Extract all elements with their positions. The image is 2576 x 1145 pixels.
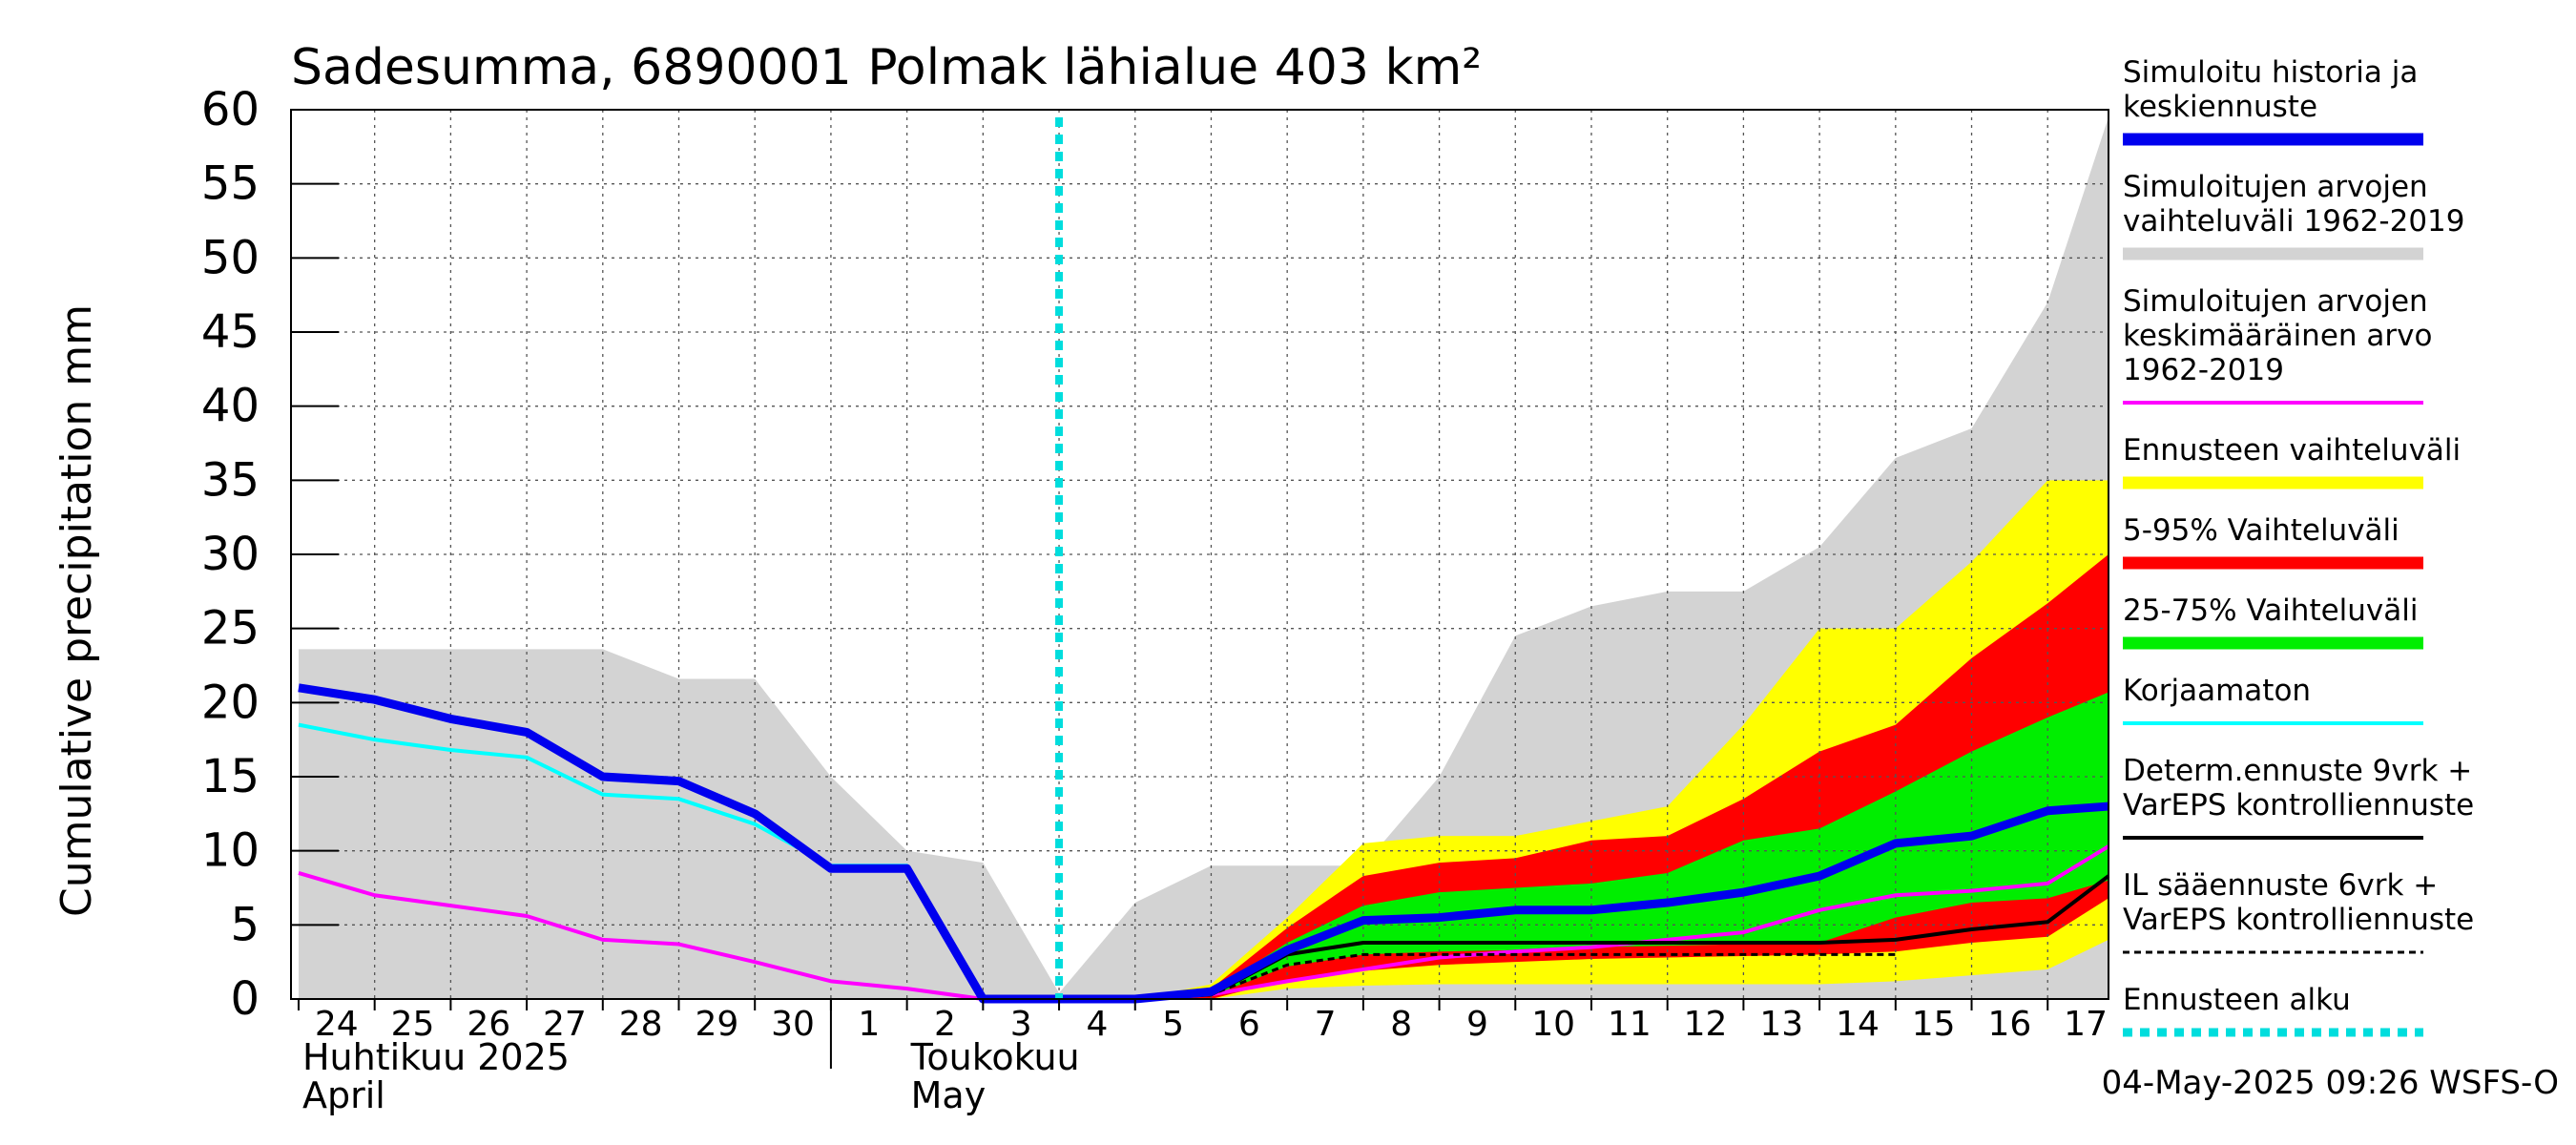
legend-label: vaihteluväli 1962-2019 [2123, 204, 2464, 239]
legend-label: VarEPS kontrolliennuste [2123, 788, 2474, 822]
x-tick-label: 8 [1390, 1005, 1412, 1044]
y-tick-label: 35 [201, 453, 260, 507]
x-tick-label: 4 [1086, 1005, 1108, 1044]
x-tick-label: 12 [1684, 1005, 1728, 1044]
y-tick-label: 60 [201, 83, 260, 136]
x-tick-label: 10 [1531, 1005, 1575, 1044]
plot-bands [298, 116, 2109, 1000]
band-simuloitujen-arvojen-vaihteluv-li-1962-2019 [298, 116, 2109, 1000]
legend-label: Ennusteen vaihteluväli [2123, 433, 2461, 468]
x-tick-label: 30 [771, 1005, 815, 1044]
y-tick-label: 20 [201, 676, 260, 729]
legend-label: Ennusteen alku [2123, 983, 2351, 1017]
x-tick-label: 6 [1238, 1005, 1260, 1044]
legend-label: Determ.ennuste 9vrk + [2123, 754, 2472, 788]
x-tick-label: 5 [1162, 1005, 1184, 1044]
x-tick-label: 16 [1987, 1005, 2031, 1044]
x-tick-label: 11 [1608, 1005, 1652, 1044]
x-tick-label: 9 [1466, 1005, 1488, 1044]
legend-label: Simuloitujen arvojen [2123, 170, 2428, 204]
y-tick-label: 30 [201, 528, 260, 581]
x-tick-label: 27 [543, 1005, 587, 1044]
month-label-en: May [911, 1074, 987, 1116]
legend-label: 1962-2019 [2123, 353, 2284, 387]
x-tick-label: 14 [1836, 1005, 1880, 1044]
plot-lines [298, 117, 2110, 1004]
legend-label: Simuloitujen arvojen [2123, 284, 2428, 319]
x-tick-label: 24 [315, 1005, 359, 1044]
series-simuloitu-historia-ja-keskiennuste [298, 683, 2109, 1004]
legend-label: keskiennuste [2123, 90, 2317, 124]
y-tick-label: 50 [201, 231, 260, 284]
x-tick-label: 7 [1315, 1005, 1337, 1044]
x-tick-label: 1 [858, 1005, 880, 1044]
plot-grid [291, 110, 2109, 999]
x-axis-ticks: 24 25 26 27 28 29 30 1 2 3 4 5 6 7 8 9 10 11 12 13 14 15 16 17H… [297, 999, 2108, 1116]
y-tick-label: 40 [201, 380, 260, 433]
x-tick-label: 15 [1912, 1005, 1956, 1044]
y-axis-ticks: 0 5 10 15 20 25 30 35 40 45 50 55 60 [201, 83, 339, 1026]
legend-label: Simuloitu historia ja [2123, 55, 2418, 90]
x-tick-label: 2 [934, 1005, 956, 1044]
x-tick-label: 13 [1759, 1005, 1803, 1044]
legend-label: VarEPS kontrolliennuste [2123, 903, 2474, 937]
y-tick-label: 55 [201, 157, 260, 211]
x-tick-label: 3 [1010, 1005, 1032, 1044]
y-tick-label: 45 [201, 305, 260, 359]
legend-label: Korjaamaton [2123, 674, 2311, 708]
y-tick-label: 10 [201, 824, 260, 878]
y-tick-label: 15 [201, 750, 260, 803]
chart-title: Sadesumma, 6890001 Polmak lähialue 403 k… [291, 39, 1482, 96]
legend-label: 25-75% Vaihteluväli [2123, 593, 2419, 628]
y-tick-label: 25 [201, 602, 260, 656]
timestamp: 04-May-2025 09:26 WSFS-O [2102, 1064, 2559, 1102]
x-tick-label: 26 [467, 1005, 510, 1044]
legend-label: keskimääräinen arvo [2123, 319, 2432, 353]
month-label-en: April [302, 1074, 385, 1116]
y-tick-label: 5 [230, 898, 260, 951]
x-tick-label: 17 [2064, 1005, 2108, 1044]
legend-label: 5-95% Vaihteluväli [2123, 513, 2399, 548]
band-25-75-vaihteluv-li [1059, 692, 2109, 999]
x-tick-label: 28 [619, 1005, 663, 1044]
x-tick-label: 29 [695, 1005, 738, 1044]
y-axis-label: Cumulative precipitation mm [52, 304, 101, 917]
month-label: Toukokuu [910, 1036, 1080, 1078]
y-tick-label: 0 [230, 972, 260, 1026]
month-label: Huhtikuu 2025 [302, 1036, 570, 1078]
x-tick-label: 25 [391, 1005, 435, 1044]
legend-label: IL sääennuste 6vrk + [2123, 868, 2438, 903]
